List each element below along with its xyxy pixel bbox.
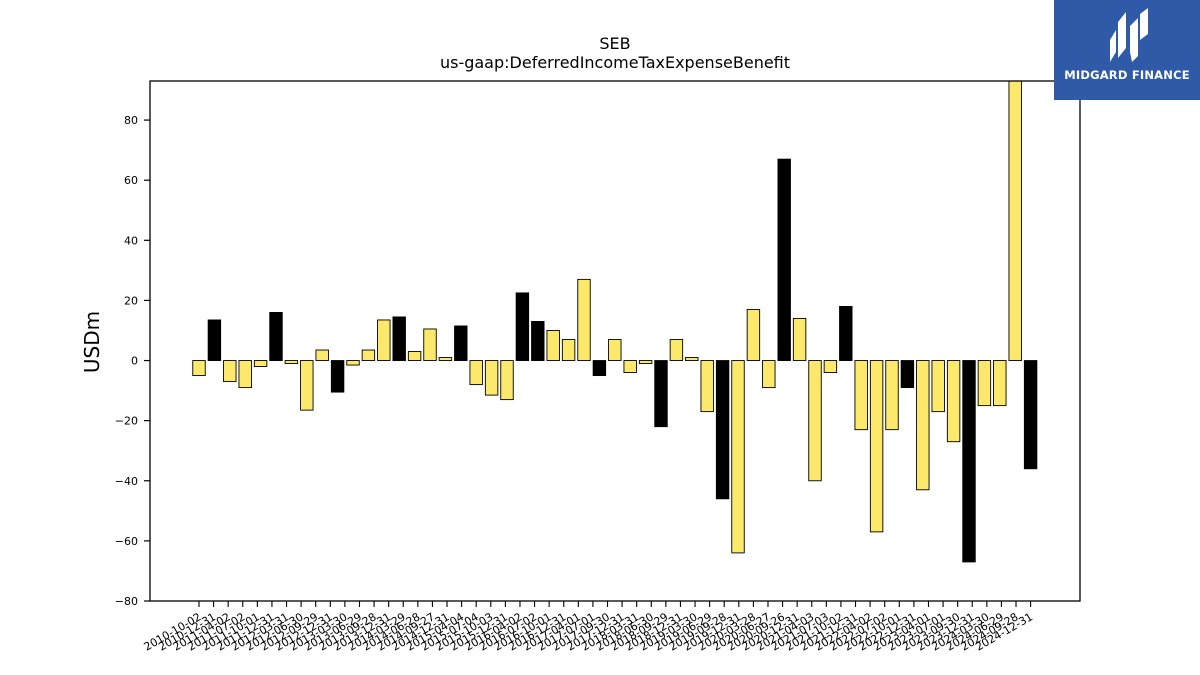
y-tick-label: 60 <box>124 174 138 187</box>
bar <box>808 360 822 482</box>
y-tick-label: 20 <box>124 294 138 307</box>
chart-title: SEB <box>599 34 630 53</box>
y-tick-label: −60 <box>115 535 138 548</box>
brand-logo: MIDGARD FINANCE <box>1054 0 1200 100</box>
y-tick-label: 80 <box>124 114 138 127</box>
bar <box>854 360 868 431</box>
bar <box>377 319 391 361</box>
bar <box>700 360 714 413</box>
bars-group <box>192 80 1038 563</box>
bar <box>977 360 992 407</box>
bar <box>484 360 499 396</box>
y-axis-label: USDm <box>80 311 104 373</box>
bar <box>762 360 776 389</box>
bar <box>869 360 884 533</box>
y-tick-label: 40 <box>124 234 138 247</box>
bar <box>993 360 1007 407</box>
bar <box>962 360 976 563</box>
bar <box>253 360 268 367</box>
bar <box>407 351 422 361</box>
bar <box>900 360 915 389</box>
bar <box>931 360 945 413</box>
bar <box>454 325 468 361</box>
bar <box>654 360 668 428</box>
bar <box>500 360 514 401</box>
bar <box>1023 360 1038 470</box>
bar <box>823 360 838 374</box>
bar <box>715 360 730 500</box>
bar <box>638 360 653 364</box>
y-tick-label: −80 <box>115 595 138 608</box>
bar <box>361 349 376 361</box>
brand-name: MIDGARD FINANCE <box>1064 68 1190 82</box>
bar <box>885 360 899 431</box>
bar <box>577 278 591 361</box>
y-axis: −80 −60 −40 −20 0 20 40 60 80 <box>115 114 150 608</box>
bar <box>300 360 314 411</box>
bar <box>423 328 437 361</box>
y-tick-label: 0 <box>131 355 138 368</box>
bar <box>192 360 206 377</box>
chart-subtitle: us-gaap:DeferredIncomeTaxExpenseBenefit <box>440 53 790 72</box>
bar <box>731 360 745 554</box>
bar <box>777 158 791 361</box>
bar <box>546 330 560 361</box>
bar <box>669 339 684 361</box>
bar <box>330 360 345 393</box>
bar <box>746 308 761 361</box>
bar <box>469 360 483 386</box>
bar <box>269 311 283 361</box>
bar <box>223 360 237 383</box>
bar <box>916 360 930 491</box>
bar <box>284 360 299 364</box>
x-axis: 2010-10-022010-12-312011-04-022011-07-02… <box>142 601 1035 654</box>
y-tick-label: −40 <box>115 475 138 488</box>
bar <box>438 357 453 361</box>
bar <box>792 318 807 361</box>
bar <box>515 292 530 361</box>
bar <box>207 319 222 361</box>
bar <box>685 357 699 361</box>
bar <box>346 360 360 366</box>
midgard-logo-icon <box>1110 8 1148 62</box>
bar <box>592 360 607 377</box>
bar <box>315 349 329 361</box>
bar <box>946 360 961 443</box>
bar <box>561 339 576 361</box>
bar <box>392 316 406 361</box>
bar <box>531 321 545 361</box>
plot-frame <box>149 80 1081 602</box>
bar <box>623 360 637 374</box>
bar <box>238 360 252 389</box>
bar <box>1008 80 1022 361</box>
y-tick-label: −20 <box>115 415 138 428</box>
bar <box>608 339 622 361</box>
bar <box>839 305 853 361</box>
